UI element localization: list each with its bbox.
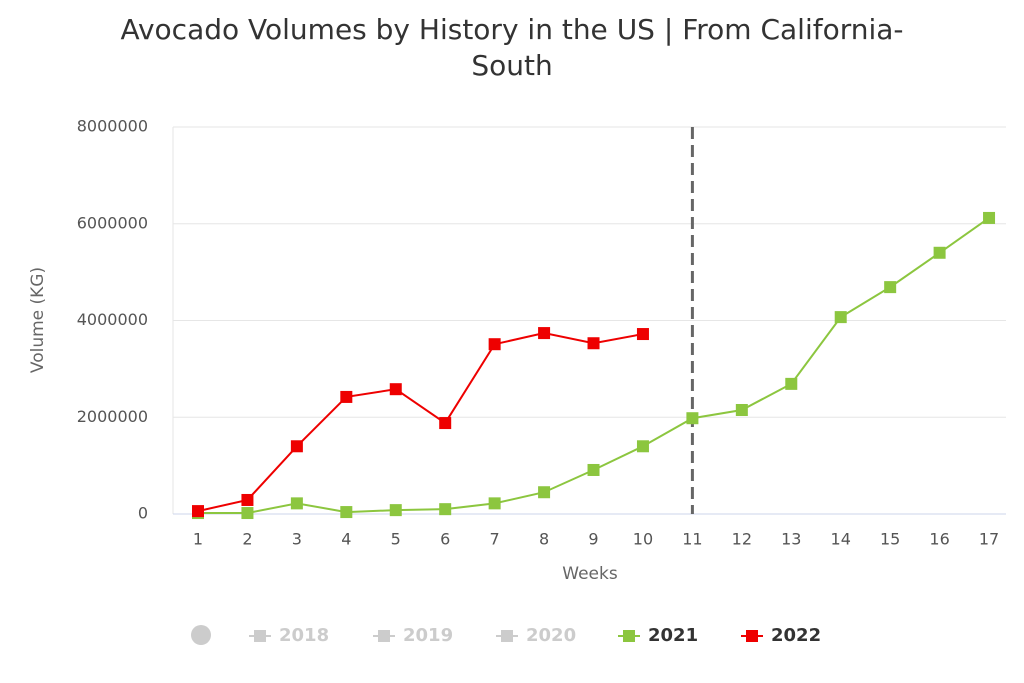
x-tick-label: 4	[341, 530, 351, 549]
data-point	[587, 337, 600, 350]
x-tick-label: 10	[633, 530, 653, 549]
data-point	[290, 497, 303, 510]
data-point	[389, 383, 402, 396]
data-point	[439, 503, 452, 516]
data-point	[439, 417, 452, 430]
data-point	[587, 463, 600, 476]
x-tick-label: 15	[880, 530, 900, 549]
data-point	[735, 403, 748, 416]
data-point	[636, 440, 649, 453]
x-tick-label: 1	[193, 530, 203, 549]
data-point	[538, 327, 551, 340]
legend-marker[interactable]	[254, 630, 266, 642]
data-point	[192, 505, 204, 518]
x-tick-label: 9	[588, 530, 598, 549]
data-point	[290, 440, 303, 453]
y-tick-label: 8000000	[77, 117, 148, 136]
x-axis-title: Weeks	[562, 564, 618, 584]
chart-title: Avocado Volumes by History in the US | F…	[120, 13, 904, 82]
x-tick-label: 12	[732, 530, 752, 549]
data-point	[785, 377, 798, 390]
legend-marker[interactable]	[746, 630, 758, 642]
legend-label[interactable]: 2019	[403, 625, 453, 646]
data-point	[340, 390, 353, 403]
data-point	[538, 486, 551, 499]
x-tick-label: 7	[490, 530, 500, 549]
x-tick-label: 3	[292, 530, 302, 549]
legend-marker[interactable]	[623, 630, 635, 642]
plot-area	[192, 211, 996, 520]
x-tick-label: 13	[781, 530, 801, 549]
legend-label[interactable]: 2020	[526, 625, 576, 646]
legend-marker[interactable]	[501, 630, 513, 642]
data-point	[884, 281, 897, 294]
legend-label[interactable]: 2022	[771, 625, 821, 646]
data-point	[983, 211, 996, 224]
data-point	[834, 311, 847, 324]
legend-toggle[interactable]	[191, 625, 211, 645]
data-point	[488, 338, 501, 351]
data-point	[636, 328, 649, 341]
x-tick-label: 5	[391, 530, 401, 549]
data-point	[241, 507, 254, 520]
legend-label[interactable]: 2018	[279, 625, 329, 646]
y-axis-title: Volume (KG)	[28, 267, 48, 373]
y-tick-label: 0	[138, 504, 148, 523]
data-point	[488, 497, 501, 510]
data-point	[340, 506, 353, 519]
x-tick-label: 6	[440, 530, 450, 549]
x-tick-label: 16	[929, 530, 949, 549]
x-tick-label: 11	[682, 530, 702, 549]
x-tick-label: 14	[831, 530, 851, 549]
x-tick-label: 17	[979, 530, 999, 549]
y-tick-label: 4000000	[77, 310, 148, 329]
y-tick-label: 2000000	[77, 407, 148, 426]
data-point	[389, 504, 402, 517]
data-point	[241, 493, 254, 506]
x-tick-label: 2	[242, 530, 252, 549]
data-point	[686, 412, 699, 425]
data-point	[933, 246, 946, 259]
x-tick-label: 8	[539, 530, 549, 549]
legend-label[interactable]: 2021	[648, 625, 698, 646]
y-tick-label: 6000000	[77, 213, 148, 232]
legend-marker[interactable]	[378, 630, 390, 642]
series-line	[197, 332, 644, 513]
